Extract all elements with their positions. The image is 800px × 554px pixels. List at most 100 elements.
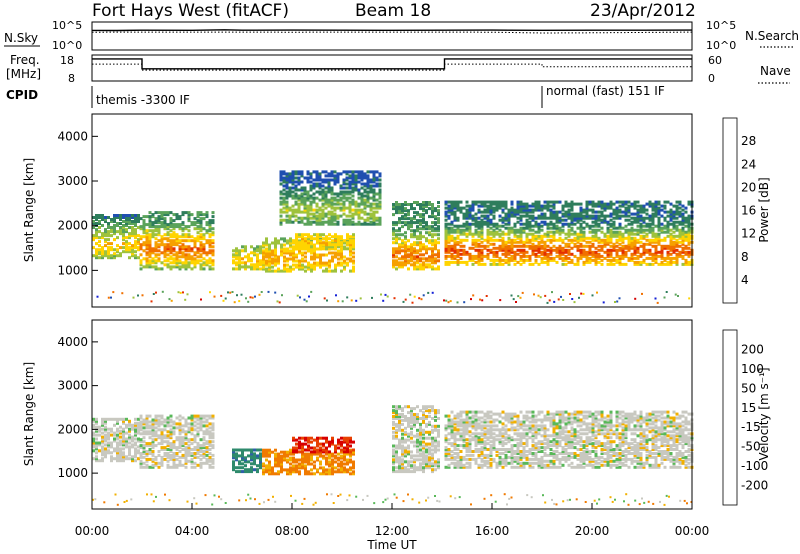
power-cell — [419, 249, 422, 253]
power-cell — [363, 174, 367, 178]
power-cell — [316, 237, 319, 241]
power-cell — [378, 194, 382, 198]
power-cell — [413, 241, 416, 245]
power-cell — [319, 261, 322, 265]
power-cell — [666, 224, 670, 228]
power-cell — [92, 238, 95, 242]
power-cell — [546, 252, 550, 256]
vel-cell — [316, 440, 319, 444]
power-cell — [474, 232, 478, 236]
power-cell — [375, 202, 379, 206]
power-cell — [360, 216, 364, 220]
power-ground-cell — [580, 292, 583, 295]
power-cell — [684, 210, 688, 214]
power-cell — [319, 237, 322, 241]
vel-cell — [196, 448, 200, 451]
vel-cell — [139, 452, 143, 455]
power-cell — [315, 184, 319, 188]
vel-cell — [163, 446, 167, 450]
power-cell — [310, 257, 313, 261]
power-cell — [348, 174, 352, 178]
power-cell — [139, 225, 143, 229]
power-cell — [675, 244, 679, 248]
power-cell — [507, 262, 511, 266]
power-cell — [337, 245, 340, 249]
power-cell — [459, 248, 463, 252]
vel-cell — [307, 438, 310, 442]
power-cell — [313, 249, 316, 253]
power-cell — [681, 212, 685, 216]
vel-cell — [199, 420, 203, 424]
power-cell — [169, 257, 173, 261]
power-cell — [401, 217, 404, 221]
power-cell — [324, 206, 328, 210]
power-cell — [633, 204, 637, 208]
power-cell — [151, 247, 155, 251]
power-cell — [288, 194, 292, 198]
power-cell — [345, 186, 349, 190]
power-cell — [346, 239, 349, 243]
power-cell — [537, 222, 541, 226]
power-cell — [378, 222, 382, 226]
power-cell — [279, 176, 283, 180]
power-cell — [591, 234, 595, 238]
vel-cell — [187, 430, 191, 434]
power-cell — [489, 206, 493, 210]
power-cell — [419, 203, 422, 206]
power-cell — [250, 257, 253, 261]
vel-cell — [304, 470, 307, 474]
power-cell — [307, 241, 310, 245]
power-cell — [603, 240, 607, 244]
power-ground-cell — [472, 294, 475, 297]
vel-cell — [125, 443, 128, 447]
vel-cell — [310, 452, 313, 456]
power-cell — [325, 267, 328, 271]
vel-cell — [199, 438, 203, 442]
vel-cell — [193, 448, 197, 451]
power-cell — [633, 232, 637, 236]
vel-cell — [349, 472, 352, 476]
vel-cell — [199, 453, 203, 457]
nave-tick-top: 60 — [708, 54, 722, 67]
power-cell — [552, 204, 556, 208]
power-cell — [330, 196, 334, 200]
power-cell — [199, 225, 203, 229]
power-cell — [294, 196, 298, 200]
power-cell — [238, 249, 241, 253]
power-cell — [498, 234, 502, 238]
power-cell — [561, 204, 565, 208]
power-cell — [295, 255, 298, 259]
vel-cell — [334, 456, 337, 460]
power-cell — [621, 214, 625, 218]
vel-cell — [295, 468, 298, 472]
vel-cell — [238, 448, 241, 452]
power-cell — [139, 267, 143, 271]
power-cell — [567, 224, 571, 228]
power-cell — [321, 196, 325, 200]
vel-cell — [298, 442, 301, 446]
power-cell — [330, 204, 334, 208]
power-cell — [513, 256, 517, 260]
power-ground-cell — [299, 296, 301, 299]
power-cell — [639, 210, 643, 214]
power-cell — [342, 212, 346, 216]
power-cell — [567, 232, 571, 236]
power-cell — [307, 245, 310, 249]
vel-cell — [157, 450, 161, 453]
power-cell — [462, 224, 466, 228]
vel-cell — [277, 456, 280, 460]
vel-cell — [119, 441, 122, 445]
vel-cell — [271, 450, 274, 454]
power-cell — [193, 239, 197, 243]
vel-cell — [139, 428, 143, 432]
power-cell — [265, 241, 268, 245]
power-cell — [363, 190, 367, 194]
power-cell — [552, 232, 556, 236]
power-cell — [651, 216, 655, 220]
vel-cell — [295, 466, 298, 470]
power-cell — [333, 196, 337, 200]
power-cell — [369, 206, 373, 210]
power-cell — [330, 222, 334, 226]
power-cell — [416, 255, 419, 259]
vel-cell — [95, 419, 98, 423]
